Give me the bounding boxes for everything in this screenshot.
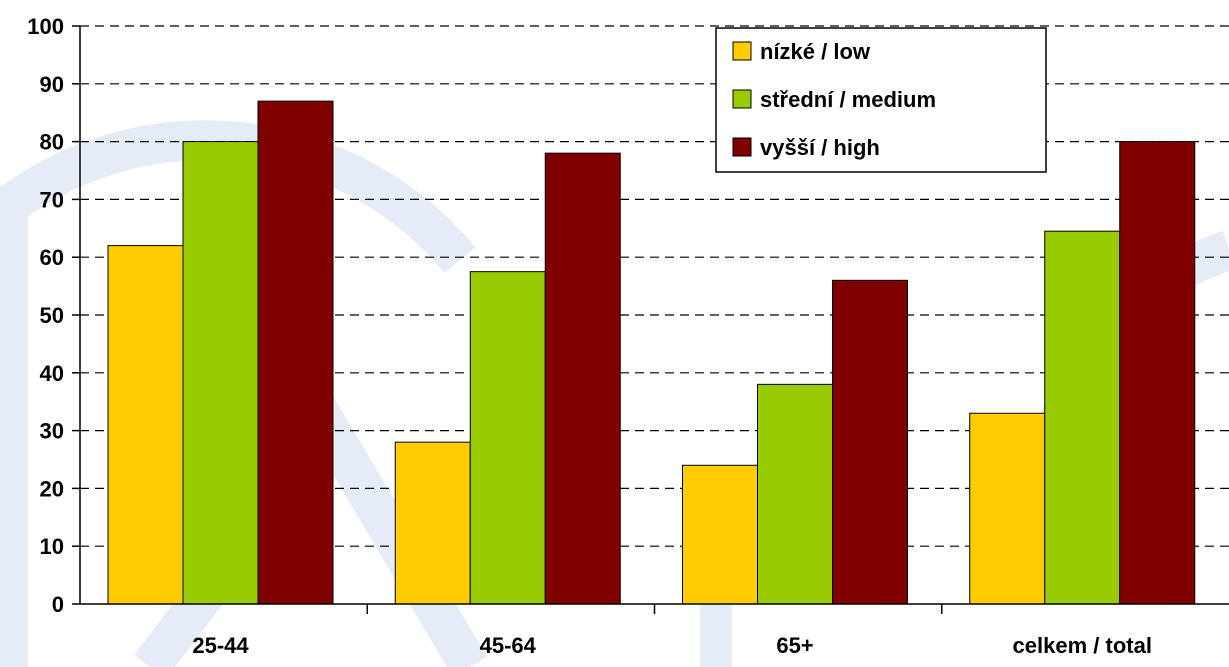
y-tick-label-30: 30 [40,419,64,444]
y-tick-label-100: 100 [27,14,64,39]
y-tick-label-10: 10 [40,534,64,559]
y-tick-label-60: 60 [40,245,64,270]
y-tick-label-90: 90 [40,72,64,97]
y-tick-label-40: 40 [40,361,64,386]
bar-3-2 [1119,141,1196,605]
bar-1-1 [469,271,546,605]
legend-swatch-high [732,137,752,157]
legend: nízké / low střední / medium vyšší / hig… [715,27,1047,173]
bars [107,100,1196,605]
x-category-label-3: celkem / total [1013,633,1152,658]
bar-2-2 [832,279,908,605]
x-category-label-2: 65+ [776,633,813,658]
bar-1-0 [394,441,471,605]
y-tick-label-70: 70 [40,187,64,212]
bar-2-1 [757,383,833,605]
y-tick-label-0: 0 [52,592,64,617]
bar-0-0 [107,245,184,605]
legend-swatch-low [732,41,752,61]
y-tick-label-80: 80 [40,130,64,155]
gridlines [80,25,1229,547]
axes [72,25,1229,614]
bar-3-1 [1044,230,1121,605]
legend-label-high: vyšší / high [760,135,880,160]
legend-swatch-medium [732,89,752,109]
x-category-label-0: 25-44 [192,633,249,658]
bar-0-2 [257,100,334,605]
y-tick-label-20: 20 [40,476,64,501]
bar-0-1 [182,141,259,605]
legend-box [715,27,1047,173]
bar-3-0 [969,412,1046,605]
y-tick-label-50: 50 [40,303,64,328]
bar-1-2 [544,152,621,605]
y-tick-labels: 0 10 20 30 40 50 60 70 80 90 100 [27,14,64,617]
legend-label-low: nízké / low [760,39,871,64]
x-category-label-1: 45-64 [480,633,537,658]
x-category-labels: 25-44 45-64 65+ celkem / total [192,633,1152,658]
legend-label-medium: střední / medium [760,87,936,112]
watermark-arc-left [0,120,476,273]
watermark-block-left [0,200,28,667]
bar-2-0 [682,464,758,605]
